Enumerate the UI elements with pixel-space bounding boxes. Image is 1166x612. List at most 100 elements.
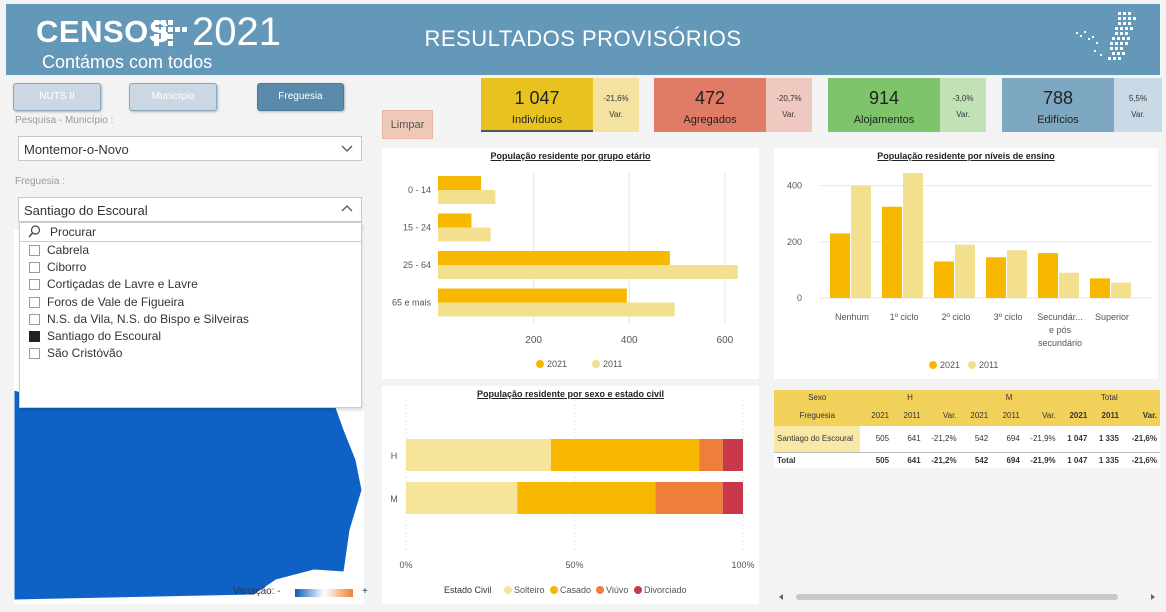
kpi-main: 1 047 Indivíduos	[481, 78, 593, 132]
nuts-ii-button[interactable]: NUTS II	[13, 83, 101, 111]
kpi-card[interactable]: 914 Alojamentos -3,0% Var.	[828, 78, 986, 132]
freguesia-option[interactable]: Ciborro	[20, 259, 361, 276]
map-legend-gradient	[295, 589, 353, 597]
bar-2011	[851, 185, 871, 298]
legend-marker	[596, 586, 604, 594]
header-cell[interactable]: 2021	[1069, 410, 1088, 420]
table-cell: 694	[1006, 434, 1020, 444]
logo-year: 2021	[192, 10, 281, 54]
freguesia-option[interactable]: Cabrela	[20, 242, 361, 259]
x-tick-label: 600	[717, 335, 734, 346]
table-cell: 1 047	[1067, 455, 1088, 465]
age-chart: 200 400 600 0 - 14 15 - 24 25 - 64 65 e mais 20…	[392, 172, 738, 369]
legend-marker	[592, 360, 600, 368]
table-row[interactable]: Santiago do Escoural 505 641 -21,2% 542 694 -2…	[774, 426, 1160, 452]
kpi-var-value: 5,5%	[1128, 94, 1148, 103]
segment-Viúvo	[699, 439, 723, 471]
education-chart: 0 200 400 Nenhum 1º ciclo 2º ciclo 3º ciclo Sec…	[787, 173, 1152, 370]
bar-2011	[438, 190, 496, 204]
clear-button[interactable]: Limpar	[382, 110, 433, 139]
freguesia-option[interactable]: Cortiçadas de Lavre e Lavre	[20, 276, 361, 293]
table-scrollbar[interactable]	[774, 592, 1160, 602]
header-cell[interactable]: 2021	[970, 410, 989, 420]
category-label: 15 - 24	[403, 223, 431, 233]
kpi-card[interactable]: 1 047 Indivíduos -21,6% Var.	[481, 78, 639, 132]
municipio-dropdown[interactable]: Montemor-o-Novo	[18, 136, 362, 161]
bar-2021	[438, 176, 482, 190]
table-cell: 1 335	[1098, 455, 1119, 465]
logo-text: CENSOS	[36, 14, 170, 49]
table-cell: 542	[974, 434, 989, 444]
x-tick-label: 100%	[731, 560, 754, 570]
checkbox[interactable]	[29, 330, 40, 342]
category-label: H	[391, 451, 398, 461]
header-cell[interactable]: Var.	[942, 410, 957, 420]
checkbox[interactable]	[29, 245, 40, 256]
x-tick-label: 50%	[565, 560, 583, 570]
logo-tagline: Contámos com todos	[42, 52, 213, 72]
kpi-main: 472 Agregados	[654, 78, 766, 132]
table-row[interactable]: Total 505 641 -21,2% 542 694 -21,9% 1 047 1 335 -…	[774, 452, 1160, 468]
header-cell[interactable]: Freguesia	[799, 410, 836, 420]
bar-2021	[882, 206, 902, 298]
checkbox[interactable]	[29, 348, 40, 360]
table-header: Freguesia 2021 2011 Var. 2021 2011 Var. 2021 201…	[774, 404, 1160, 426]
table-cell: -21,9%	[1030, 434, 1056, 444]
kpi-label: Alojamentos	[853, 114, 915, 126]
segment-Casado	[550, 439, 700, 471]
legend-marker	[504, 586, 512, 594]
municipio-value: Montemor-o-Novo	[24, 142, 129, 157]
search-box[interactable]: Procurar	[20, 223, 361, 242]
civil-chart-title: População residente por sexo e estado ci…	[476, 389, 665, 399]
bar-2011	[438, 302, 675, 317]
group-header-cell: Total	[1100, 392, 1118, 402]
checkbox[interactable]	[29, 279, 40, 291]
freguesia-option[interactable]: N.S. da Vila, N.S. do Bispo e Silveiras	[20, 311, 361, 328]
kpi-var-label: Var.	[1131, 110, 1145, 119]
header-cell[interactable]: Var.	[1142, 410, 1157, 420]
bar-2011	[903, 173, 923, 298]
legend-label: 2021	[940, 360, 960, 370]
map-region[interactable]	[13, 385, 363, 601]
freguesia-option[interactable]: Foros de Vale de Figueira	[20, 294, 361, 311]
freguesia-list: Procurar Cabrela Ciborro Cortiçadas de Lav…	[19, 222, 362, 408]
header-cell[interactable]: 2011	[903, 410, 921, 420]
checkbox[interactable]	[29, 296, 40, 308]
kpi-card[interactable]: 472 Agregados -20,7% Var.	[654, 78, 812, 132]
checkbox[interactable]	[29, 313, 40, 325]
table-cell: -21,6%	[1131, 455, 1157, 465]
kpi-label: Indivíduos	[511, 114, 563, 126]
category-label: 0 - 14	[408, 185, 431, 195]
y-tick-label: 400	[787, 181, 802, 191]
header-cell[interactable]: 2011	[1101, 410, 1119, 420]
table-cell: Santiago do Escoural	[774, 426, 861, 452]
group-header-cell: M	[1005, 392, 1013, 402]
map-legend-label: Variação:	[233, 586, 275, 597]
kpi-var-value: -20,7%	[776, 94, 802, 103]
option-label: Ciborro	[47, 260, 87, 275]
header-cell[interactable]: Var.	[1042, 410, 1056, 420]
search-icon	[28, 225, 41, 238]
municipio-button[interactable]: Município	[129, 83, 217, 111]
header-cell[interactable]: 2011	[1002, 410, 1020, 420]
map-legend-plus: +	[362, 586, 368, 597]
portugal-map-icon	[1076, 12, 1136, 60]
option-label: Cortiçadas de Lavre e Lavre	[47, 277, 198, 292]
freguesia-option[interactable]: Santiago do Escoural	[20, 328, 361, 345]
kpi-variation: -20,7% Var.	[766, 78, 812, 132]
kpi-card[interactable]: 788 Edifícios 5,5% Var.	[1002, 78, 1162, 132]
kpi-main: 788 Edifícios	[1002, 78, 1114, 132]
header-cell[interactable]: 2021	[871, 410, 890, 420]
table-cell: -21,6%	[1131, 434, 1157, 444]
legend-label: Divorciado	[644, 585, 687, 595]
segment-Divorciado	[722, 482, 743, 514]
legend-label: Solteiro	[514, 585, 545, 595]
checkbox[interactable]	[29, 262, 40, 274]
table-group-header: Sexo H M Total	[774, 390, 1160, 404]
legend-marker	[634, 586, 642, 594]
category-label: 25 - 64	[403, 260, 431, 270]
table-cell: 505	[875, 434, 890, 444]
freguesia-button[interactable]: Freguesia	[257, 83, 344, 111]
freguesia-dropdown[interactable]: Santiago do Escoural	[18, 197, 362, 222]
freguesia-option[interactable]: São Cristóvão	[20, 345, 361, 362]
